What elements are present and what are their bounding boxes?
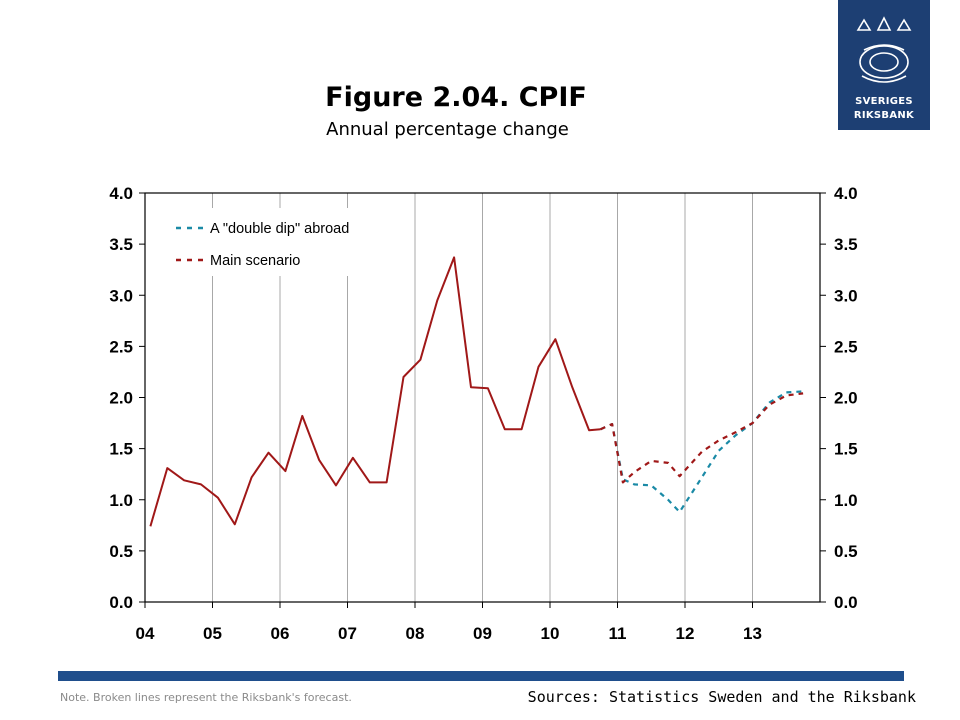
y-tick-label-left: 1.0 bbox=[109, 491, 133, 510]
chart-subtitle: Annual percentage change bbox=[326, 119, 569, 140]
x-tick-label: 05 bbox=[203, 624, 222, 643]
y-tick-label-left: 4.0 bbox=[109, 184, 133, 203]
y-tick-label-right: 0.5 bbox=[834, 542, 858, 561]
riksbank-logo: SVERIGES RIKSBANK bbox=[838, 0, 930, 130]
x-tick-label: 07 bbox=[338, 624, 357, 643]
y-tick-label-right: 3.5 bbox=[834, 235, 858, 254]
chart-legend: A "double dip" abroad Main scenario bbox=[158, 208, 406, 276]
x-tick-label: 04 bbox=[136, 624, 155, 643]
legend-box bbox=[158, 208, 406, 276]
series-line bbox=[149, 256, 601, 527]
y-tick-label-left: 1.5 bbox=[109, 440, 133, 459]
series-line bbox=[600, 392, 804, 484]
x-tick-label: 11 bbox=[609, 624, 627, 643]
y-tick-label-left: 3.0 bbox=[109, 286, 133, 305]
line-chart: 0.0 0.0 0.5 0.5 1.0 1.0 1.5 1.5 2.0 2.0 2.5 2.5 3.0 3… bbox=[109, 184, 857, 643]
chart-axes: 0.0 0.0 0.5 0.5 1.0 1.0 1.5 1.5 2.0 2.0 2.5 2.5 3.0 3… bbox=[109, 184, 857, 643]
crown-emblem-icon bbox=[856, 16, 912, 83]
y-tick-label-right: 4.0 bbox=[834, 184, 858, 203]
y-tick-label-right: 2.5 bbox=[834, 337, 858, 356]
x-tick-label: 12 bbox=[676, 624, 695, 643]
footer-note: Note. Broken lines represent the Riksban… bbox=[60, 691, 352, 704]
y-tick-label-left: 2.0 bbox=[109, 389, 133, 408]
y-tick-label-left: 0.0 bbox=[109, 593, 133, 612]
y-tick-label-right: 1.0 bbox=[834, 491, 858, 510]
series-line bbox=[600, 390, 804, 514]
logo-text-line2: RIKSBANK bbox=[853, 110, 915, 121]
chart-series bbox=[149, 256, 804, 527]
x-tick-label: 10 bbox=[541, 624, 560, 643]
y-tick-label-left: 0.5 bbox=[109, 542, 133, 561]
y-tick-label-left: 2.5 bbox=[109, 337, 133, 356]
x-tick-label: 08 bbox=[406, 624, 425, 643]
x-tick-label: 06 bbox=[271, 624, 290, 643]
x-tick-label: 09 bbox=[473, 624, 492, 643]
y-tick-label-left: 3.5 bbox=[109, 235, 133, 254]
legend-label: Main scenario bbox=[210, 253, 300, 269]
y-tick-label-right: 2.0 bbox=[834, 389, 858, 408]
footer-divider-bar bbox=[58, 671, 904, 681]
logo-text-line1: SVERIGES bbox=[855, 96, 913, 107]
y-tick-label-right: 3.0 bbox=[834, 286, 858, 305]
x-tick-label: 13 bbox=[743, 624, 762, 643]
y-tick-label-right: 1.5 bbox=[834, 440, 858, 459]
chart-title: Figure 2.04. CPIF bbox=[325, 82, 587, 113]
y-tick-label-right: 0.0 bbox=[834, 593, 858, 612]
footer-source: Sources: Statistics Sweden and the Riksb… bbox=[527, 688, 916, 706]
legend-label: A "double dip" abroad bbox=[210, 221, 349, 237]
